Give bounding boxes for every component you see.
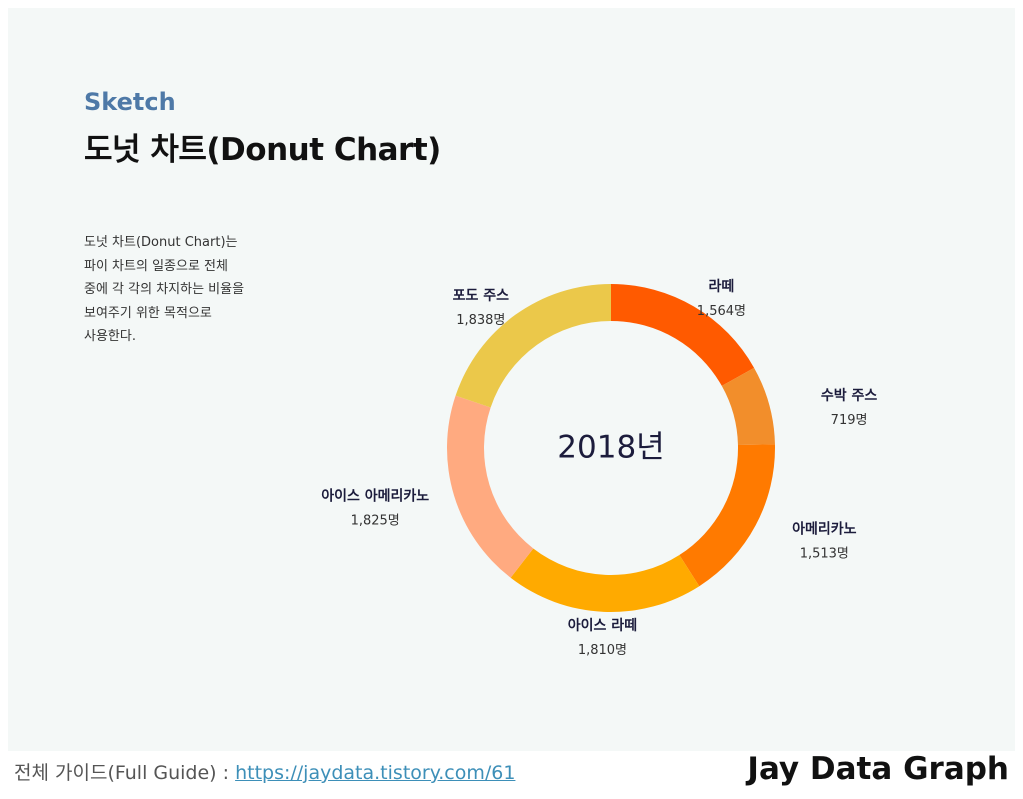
description: 도넛 차트(Donut Chart)는 파이 차트의 일종으로 전체 중에 각 … bbox=[84, 231, 284, 349]
slice-value-label: 1,513명 bbox=[800, 547, 849, 562]
guide-footer: 전체 가이드(Full Guide) : https://jaydata.tis… bbox=[14, 758, 515, 785]
slice-value-label: 1,838명 bbox=[456, 313, 505, 328]
description-line: 중에 각 각의 차지하는 비율을 bbox=[84, 282, 245, 297]
description-line: 도넛 차트(Donut Chart)는 bbox=[84, 235, 238, 250]
description-line: 파이 차트의 일종으로 전체 bbox=[84, 258, 228, 274]
description-line: 사용한다. bbox=[84, 329, 136, 344]
donut-slice[interactable] bbox=[455, 284, 611, 408]
slice-label: 아메리카노 bbox=[792, 521, 857, 538]
donut-slice[interactable] bbox=[679, 444, 775, 587]
kicker-label: Sketch bbox=[84, 88, 176, 116]
slice-value-label: 1,810명 bbox=[578, 643, 627, 658]
donut-slice[interactable] bbox=[721, 367, 775, 446]
guide-label: 전체 가이드(Full Guide) : bbox=[14, 762, 236, 784]
guide-link[interactable]: https://jaydata.tistory.com/61 bbox=[235, 762, 516, 784]
slice-label: 라떼 bbox=[709, 279, 735, 295]
brand-logo-text: Jay Data Graph bbox=[747, 751, 1009, 787]
donut-slice[interactable] bbox=[510, 548, 700, 612]
slice-value-label: 1,825명 bbox=[351, 514, 400, 529]
slice-label: 포도 주스 bbox=[453, 288, 510, 304]
chart-panel bbox=[8, 8, 1015, 751]
slice-label: 아이스 아메리카노 bbox=[321, 488, 429, 505]
description-line: 보여주기 위한 목적으로 bbox=[84, 305, 212, 321]
donut-slice[interactable] bbox=[447, 395, 534, 578]
slice-value-label: 719명 bbox=[831, 413, 868, 428]
page-title: 도넛 차트(Donut Chart) bbox=[84, 132, 441, 168]
center-label: 2018년 bbox=[557, 430, 664, 466]
donut-slice[interactable] bbox=[611, 284, 755, 386]
slice-label: 아이스 라떼 bbox=[568, 617, 637, 634]
slice-label: 수박 주스 bbox=[821, 387, 878, 404]
slice-value-label: 1,564명 bbox=[697, 304, 746, 319]
